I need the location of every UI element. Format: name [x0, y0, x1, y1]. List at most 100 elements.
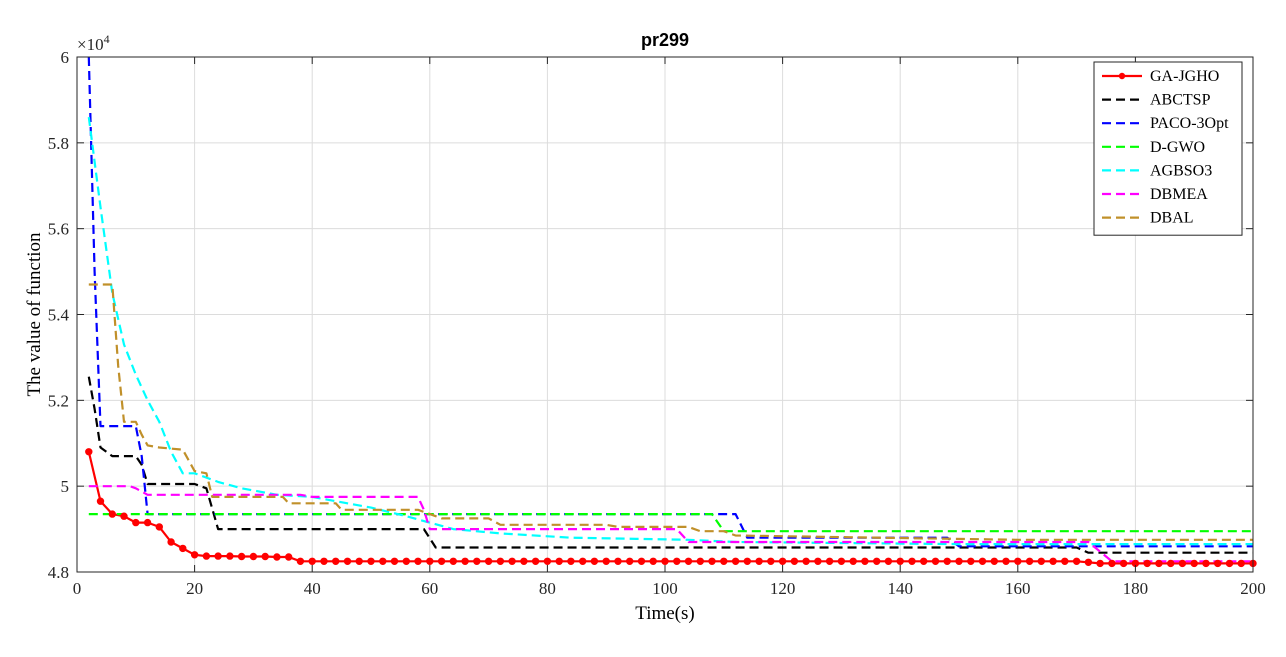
data-point — [1084, 558, 1093, 566]
x-tick-label: 140 — [887, 579, 913, 598]
data-point — [120, 512, 128, 520]
data-point — [1178, 559, 1187, 568]
data-point — [202, 552, 211, 560]
data-point — [661, 557, 669, 565]
data-point — [508, 557, 516, 565]
data-point — [1014, 557, 1022, 565]
data-point — [320, 557, 328, 565]
data-point — [1225, 559, 1234, 568]
data-point — [567, 557, 575, 565]
y-tick-label: 5.2 — [48, 391, 69, 410]
series-line-abctsp — [87, 376, 1253, 554]
data-point — [1155, 559, 1163, 568]
data-point — [108, 510, 117, 518]
data-point — [1214, 559, 1222, 568]
data-point — [626, 557, 634, 565]
data-point — [461, 557, 469, 565]
data-point — [355, 557, 363, 565]
data-point — [343, 557, 352, 565]
data-point — [708, 557, 716, 565]
data-point — [1061, 557, 1069, 565]
legend-label: PACO-3Opt — [1150, 115, 1229, 132]
y-axis-label: The value of function — [24, 232, 45, 397]
data-point — [908, 557, 916, 565]
legend-marker — [1118, 72, 1126, 80]
data-point — [1143, 559, 1151, 568]
data-point — [1002, 557, 1010, 565]
data-point — [273, 553, 281, 561]
y-tick-label: 4.8 — [48, 563, 69, 582]
data-point — [1049, 557, 1057, 565]
data-point — [249, 552, 258, 561]
data-point — [579, 557, 587, 565]
x-tick-label: 120 — [770, 579, 796, 598]
data-point — [1072, 557, 1081, 565]
data-point — [684, 557, 693, 565]
data-point — [402, 557, 410, 565]
data-point — [473, 557, 481, 565]
data-point — [790, 557, 799, 565]
data-point — [861, 557, 869, 565]
legend-label: DBAL — [1150, 210, 1194, 227]
data-point — [1037, 557, 1046, 565]
data-point — [437, 557, 446, 565]
y-tick-label: 5.6 — [48, 220, 69, 239]
data-point — [414, 557, 422, 565]
series-group — [85, 56, 1257, 568]
data-point — [673, 557, 681, 565]
grid — [76, 56, 1254, 573]
data-point — [590, 557, 599, 565]
data-point — [1025, 557, 1034, 565]
data-point — [649, 557, 657, 565]
data-point — [943, 557, 951, 565]
data-point — [167, 538, 175, 546]
legend: GA-JGHO ABCTSP PACO-3Opt D-GWO AGBSO3 DBMEA DB… — [1093, 61, 1243, 236]
legend-label: D-GWO — [1150, 139, 1205, 156]
y-tick-label: 6 — [61, 48, 70, 67]
data-point — [85, 448, 93, 456]
data-point — [896, 557, 904, 565]
data-point — [967, 557, 975, 565]
y-exponent-base: ×10 — [77, 35, 104, 54]
data-point — [955, 557, 963, 565]
y-exponent-label: ×104 — [77, 32, 110, 54]
data-point — [814, 557, 822, 565]
data-point — [426, 557, 434, 565]
legend-label: GA-JGHO — [1150, 68, 1219, 85]
data-point — [520, 557, 528, 565]
data-point — [825, 557, 834, 565]
data-point — [849, 557, 857, 565]
x-tick-label: 160 — [1005, 579, 1031, 598]
data-point — [179, 544, 187, 553]
legend-label: AGBSO3 — [1150, 162, 1212, 179]
data-point — [555, 557, 563, 565]
data-point — [143, 518, 152, 527]
legend-label: DBMEA — [1150, 186, 1208, 203]
legend-label: ABCTSP — [1150, 92, 1211, 109]
data-point — [637, 557, 646, 565]
x-tick-label: 40 — [304, 579, 321, 598]
data-point — [132, 518, 140, 527]
x-tick-label: 200 — [1240, 579, 1266, 598]
data-point — [731, 557, 740, 565]
series-line-dbmea — [88, 485, 1253, 563]
data-point — [390, 557, 399, 565]
data-point — [296, 557, 305, 565]
data-point — [743, 557, 751, 565]
data-point — [1096, 559, 1104, 568]
data-point — [873, 557, 881, 565]
data-point — [1237, 559, 1245, 568]
data-point — [237, 552, 246, 561]
data-point — [720, 557, 728, 565]
data-point — [332, 557, 340, 565]
data-point — [990, 557, 998, 565]
data-point — [190, 551, 199, 559]
data-point — [884, 557, 893, 565]
data-point — [214, 552, 222, 560]
series-line-agbso3 — [87, 116, 1253, 546]
data-point — [308, 557, 316, 565]
data-point — [496, 557, 505, 565]
data-point — [1202, 559, 1210, 568]
data-point — [449, 557, 457, 565]
data-point — [155, 523, 164, 531]
